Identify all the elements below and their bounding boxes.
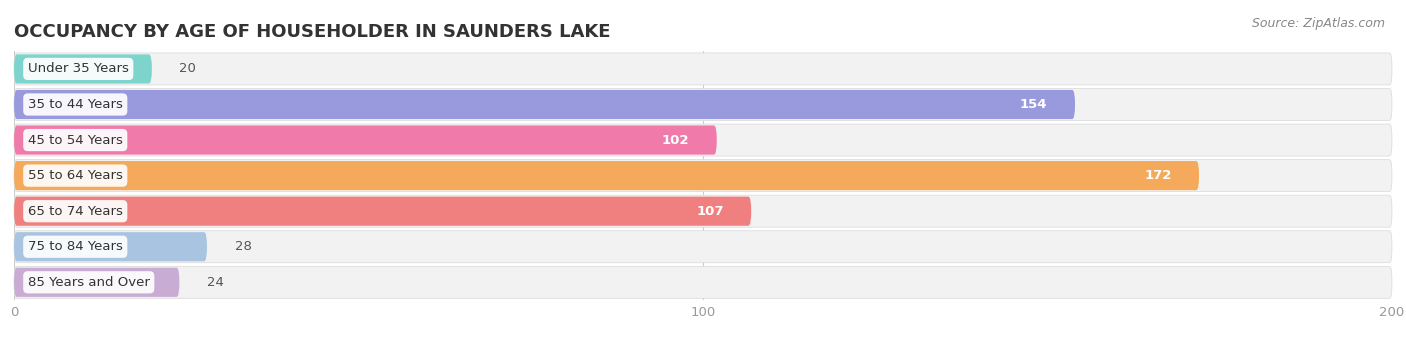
Text: 172: 172: [1144, 169, 1171, 182]
Text: 107: 107: [696, 205, 724, 218]
Text: 35 to 44 Years: 35 to 44 Years: [28, 98, 122, 111]
Text: Under 35 Years: Under 35 Years: [28, 62, 129, 75]
Text: 24: 24: [207, 276, 224, 289]
FancyBboxPatch shape: [14, 89, 1392, 120]
Text: 45 to 54 Years: 45 to 54 Years: [28, 134, 122, 147]
Text: 102: 102: [662, 134, 689, 147]
FancyBboxPatch shape: [14, 161, 1199, 190]
FancyBboxPatch shape: [14, 54, 152, 84]
FancyBboxPatch shape: [14, 268, 180, 297]
Text: 20: 20: [180, 62, 197, 75]
FancyBboxPatch shape: [14, 90, 1076, 119]
FancyBboxPatch shape: [14, 195, 1392, 227]
Text: 154: 154: [1019, 98, 1047, 111]
FancyBboxPatch shape: [14, 160, 1392, 192]
Text: OCCUPANCY BY AGE OF HOUSEHOLDER IN SAUNDERS LAKE: OCCUPANCY BY AGE OF HOUSEHOLDER IN SAUND…: [14, 23, 610, 41]
FancyBboxPatch shape: [14, 232, 207, 261]
Text: 55 to 64 Years: 55 to 64 Years: [28, 169, 122, 182]
FancyBboxPatch shape: [14, 53, 1392, 85]
FancyBboxPatch shape: [14, 197, 751, 226]
Text: 65 to 74 Years: 65 to 74 Years: [28, 205, 122, 218]
FancyBboxPatch shape: [14, 266, 1392, 298]
Text: Source: ZipAtlas.com: Source: ZipAtlas.com: [1251, 17, 1385, 30]
FancyBboxPatch shape: [14, 231, 1392, 263]
Text: 28: 28: [235, 240, 252, 253]
FancyBboxPatch shape: [14, 125, 717, 154]
FancyBboxPatch shape: [14, 124, 1392, 156]
Text: 85 Years and Over: 85 Years and Over: [28, 276, 149, 289]
Text: 75 to 84 Years: 75 to 84 Years: [28, 240, 122, 253]
